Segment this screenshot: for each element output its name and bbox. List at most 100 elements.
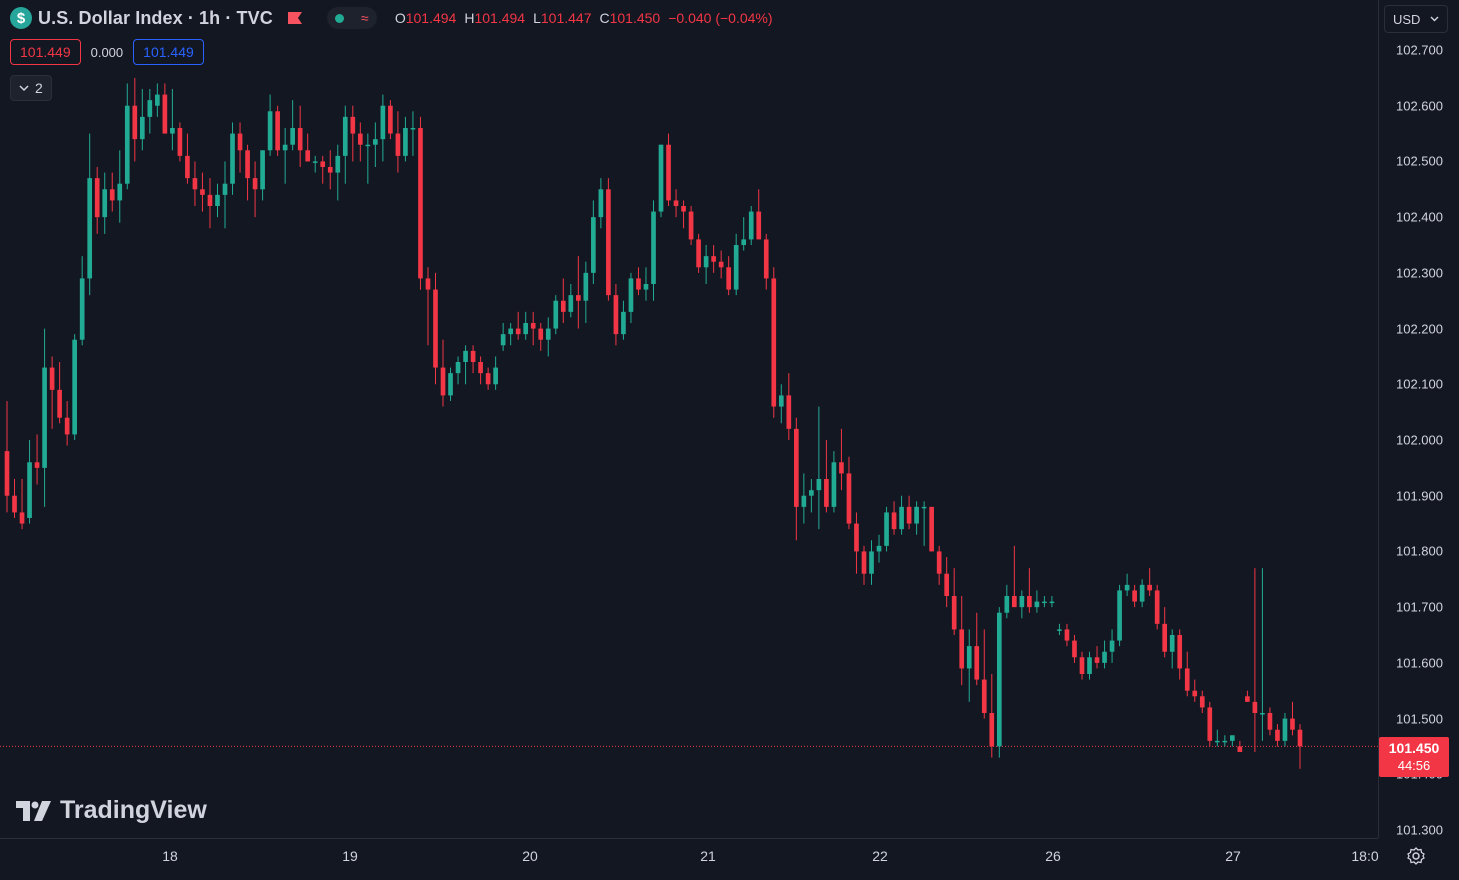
candle-body xyxy=(320,161,326,167)
candle xyxy=(1147,568,1152,596)
candle-body xyxy=(1094,657,1100,663)
candle-body xyxy=(996,612,1002,747)
candlestick-plot[interactable] xyxy=(0,0,1378,838)
settings-gear-icon[interactable] xyxy=(1405,845,1427,867)
tradingview-logo[interactable]: TradingView xyxy=(16,796,207,825)
candle-body xyxy=(816,479,822,491)
candle xyxy=(500,323,506,351)
ohlc-values: O101.494 H101.494 L101.447 C101.450 −0.0… xyxy=(395,10,773,26)
chevron-down-icon xyxy=(19,84,29,91)
candle-body xyxy=(538,328,544,340)
candle-body xyxy=(884,512,889,546)
candle-body xyxy=(222,183,228,195)
candle-body xyxy=(681,206,686,212)
candle xyxy=(763,233,769,290)
candle xyxy=(478,356,483,385)
sell-button[interactable]: 101.449 xyxy=(10,39,81,65)
indicators-toggle-button[interactable]: 2 xyxy=(10,75,52,101)
candle-body xyxy=(523,323,529,335)
candle-body xyxy=(839,462,844,474)
symbol-title[interactable]: U.S. Dollar Index · 1h · TVC xyxy=(38,7,273,28)
candle xyxy=(545,317,551,357)
currency-select[interactable]: USD xyxy=(1384,5,1448,33)
candle-body xyxy=(1019,596,1025,608)
candle xyxy=(19,479,25,530)
candle-body xyxy=(703,256,709,268)
candle-body xyxy=(34,462,40,468)
candle xyxy=(1267,707,1273,736)
candle xyxy=(72,334,77,440)
open-value: 101.494 xyxy=(405,10,457,26)
candle xyxy=(696,233,701,273)
candle xyxy=(884,506,889,552)
candle xyxy=(914,501,919,535)
candle-body xyxy=(1042,601,1047,604)
time-tick: 18:0 xyxy=(1351,848,1379,864)
candle xyxy=(1154,584,1160,630)
candle xyxy=(245,144,250,201)
chart-area[interactable] xyxy=(0,0,1378,838)
candle xyxy=(673,189,679,218)
candle-body xyxy=(869,551,874,574)
candle xyxy=(621,300,626,340)
candle-body xyxy=(1139,584,1145,602)
candle xyxy=(508,323,513,346)
candle xyxy=(350,105,356,162)
time-axis[interactable]: 18 19 20 21 22 26 27 18:0 xyxy=(0,838,1379,880)
candle xyxy=(27,440,32,524)
candle xyxy=(403,116,408,162)
candle-body xyxy=(297,128,303,151)
candle-body xyxy=(395,133,401,156)
candle-body xyxy=(1079,657,1085,674)
candle-body xyxy=(109,189,115,201)
market-status-pill[interactable]: ≈ xyxy=(326,7,377,29)
candle xyxy=(801,473,807,524)
low-label: L xyxy=(533,10,541,26)
candle-body xyxy=(162,94,168,134)
candle-body xyxy=(733,245,739,290)
flag-icon[interactable] xyxy=(287,11,303,25)
candle xyxy=(200,172,205,212)
candle-body xyxy=(786,395,792,429)
price-tick: 102.400 xyxy=(1396,209,1443,225)
price-tick: 101.500 xyxy=(1396,711,1443,727)
candle-body xyxy=(778,395,784,407)
candle xyxy=(327,150,333,190)
candle-body xyxy=(831,462,837,507)
candle-body xyxy=(861,551,867,574)
candle xyxy=(1245,690,1250,702)
candle xyxy=(809,479,814,513)
candle-body xyxy=(1184,668,1190,691)
candle xyxy=(891,501,897,535)
candle-body xyxy=(981,679,987,713)
candle-body xyxy=(87,178,93,279)
candle xyxy=(756,189,762,240)
candle xyxy=(1169,629,1175,669)
buy-button[interactable]: 101.449 xyxy=(133,39,204,65)
candle-body xyxy=(809,490,814,496)
candle xyxy=(1117,584,1122,647)
candle xyxy=(906,495,912,530)
candle-body xyxy=(1087,657,1092,674)
candle xyxy=(49,356,55,429)
currency-value: USD xyxy=(1393,11,1421,27)
price-axis[interactable]: 102.700 102.600 102.500 102.400 102.300 102.2… xyxy=(1378,0,1459,838)
dollar-icon[interactable]: $ xyxy=(10,7,32,29)
candle-body xyxy=(989,713,995,747)
candle-body xyxy=(192,178,198,190)
candle-body xyxy=(64,417,70,435)
candle xyxy=(342,105,348,184)
candle xyxy=(1027,568,1032,613)
candle xyxy=(703,245,709,284)
candle xyxy=(12,479,17,518)
candle-body xyxy=(673,200,679,206)
time-tick: 18 xyxy=(162,848,178,864)
candle-body xyxy=(1282,718,1288,741)
candle xyxy=(1019,590,1025,619)
chevron-down-icon xyxy=(1430,16,1439,22)
price-tick: 101.800 xyxy=(1396,543,1443,559)
high-value: 101.494 xyxy=(474,10,526,26)
candle-body xyxy=(560,300,566,312)
candle-body xyxy=(666,144,671,201)
candle-body xyxy=(1124,584,1130,591)
